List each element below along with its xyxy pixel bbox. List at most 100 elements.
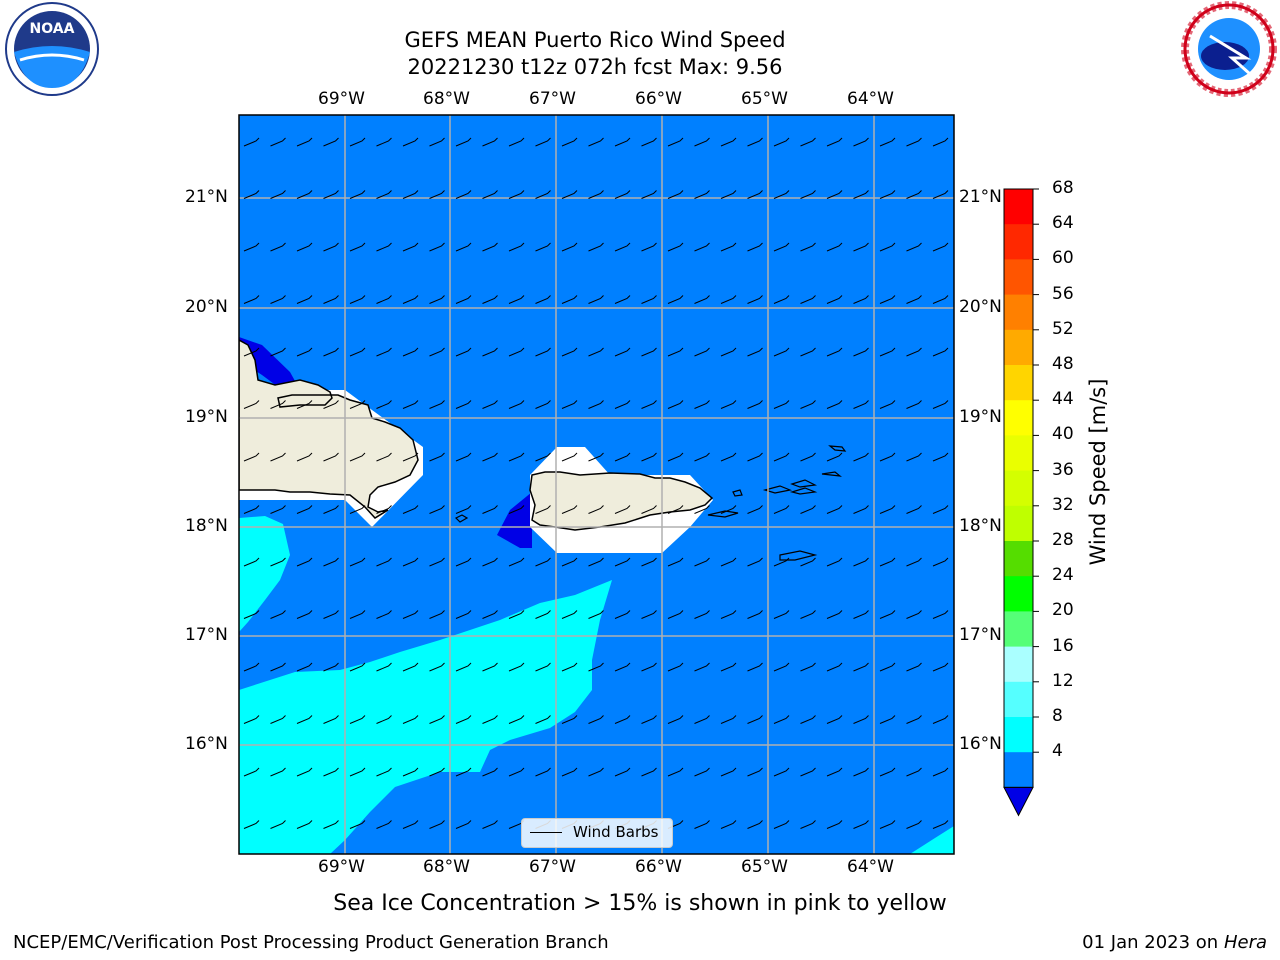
wind-barb — [773, 557, 790, 567]
wind-barb — [323, 242, 339, 252]
wind-barb — [932, 190, 949, 199]
wind-barb — [243, 242, 260, 252]
lat-label-right: 16°N — [959, 734, 1002, 754]
wind-barb — [270, 295, 286, 304]
wind-barb — [376, 505, 392, 514]
wind-barb — [243, 557, 260, 567]
wind-barb — [588, 400, 604, 409]
wind-barb — [508, 190, 525, 199]
wind-barb — [429, 400, 445, 409]
wind-barb — [376, 662, 392, 672]
colorbar-tick-label: 68 — [1052, 178, 1074, 198]
wind-barb — [482, 715, 498, 724]
wind-barb — [482, 137, 498, 147]
wind-barb — [906, 820, 922, 829]
map-frame — [238, 114, 955, 855]
colorbar-label: Wind Speed [m/s] — [1086, 378, 1110, 566]
puerto-rico-land — [529, 471, 714, 531]
wind-barb — [508, 295, 525, 304]
wind-barb — [720, 137, 737, 147]
wind-barb — [667, 190, 684, 199]
wind-barb — [455, 505, 472, 514]
wind-barb — [482, 452, 498, 462]
colorbar-segment — [1004, 259, 1033, 296]
wind-barb — [349, 242, 366, 252]
lon-label-top: 67°W — [529, 89, 576, 109]
wind-barb — [694, 662, 710, 672]
wind-barb — [667, 452, 684, 462]
wind-barb — [773, 767, 790, 777]
colorbar-tick-label: 8 — [1052, 706, 1063, 726]
colorbar-tick-label: 64 — [1052, 213, 1074, 234]
wind-barb — [243, 190, 260, 199]
wind-barb — [720, 557, 737, 567]
wind-barb — [906, 767, 922, 777]
lon-label-top: 64°W — [847, 89, 894, 109]
wind-barb — [720, 452, 737, 462]
wind-barb — [879, 347, 896, 357]
wind-barb — [429, 505, 445, 514]
wind-barb — [561, 452, 578, 462]
wind-barb — [243, 767, 260, 777]
colorbar-segment — [1004, 717, 1033, 753]
wind-barb — [773, 190, 790, 199]
wind-barb — [402, 820, 419, 829]
wind-barb — [667, 767, 684, 777]
wind-barb — [376, 557, 392, 567]
wind-barb — [853, 242, 869, 252]
wind-barb — [482, 347, 498, 357]
wind-barb — [932, 452, 949, 462]
wind-barb — [720, 242, 737, 252]
wind-barb — [243, 400, 260, 409]
wind-barb — [323, 400, 339, 409]
wind-barb — [588, 452, 604, 462]
legend-line-icon — [530, 832, 562, 833]
lon-label-bottom: 69°W — [318, 857, 365, 877]
wind-barb — [614, 295, 631, 304]
wind-barb — [747, 662, 763, 672]
wind-barb — [323, 347, 339, 357]
colorbar-segment — [1004, 365, 1033, 401]
wind-barb — [906, 295, 922, 304]
wind-barb — [773, 137, 790, 147]
wind-barb — [694, 820, 710, 829]
wind-barb — [800, 505, 816, 514]
wind-barb — [323, 767, 339, 777]
wind-barb — [800, 190, 816, 199]
lon-label-bottom: 68°W — [423, 857, 470, 877]
wind-barb — [535, 557, 551, 567]
wind-barb — [376, 295, 392, 304]
wind-barb — [747, 347, 763, 357]
wind-barb — [243, 715, 260, 724]
wind-barb — [932, 400, 949, 409]
wind-barb — [906, 242, 922, 252]
lon-label-bottom: 66°W — [635, 857, 682, 877]
wind-barb — [429, 190, 445, 199]
wind-barb — [641, 242, 657, 252]
wind-barb — [932, 505, 949, 514]
wind-barb — [694, 347, 710, 357]
wind-barb — [853, 347, 869, 357]
wind-barb — [641, 505, 657, 514]
wind-barb — [429, 610, 445, 619]
wind-barb — [853, 662, 869, 672]
wind-band-8-12-southeast — [910, 826, 954, 854]
lat-label-right: 19°N — [959, 407, 1002, 427]
colorbar-tick-label: 60 — [1052, 248, 1074, 269]
wind-barb — [296, 452, 313, 462]
wind-barb — [906, 347, 922, 357]
wind-barb — [535, 295, 551, 304]
wind-barb — [243, 662, 260, 672]
wind-barb — [323, 137, 339, 147]
wind-barb — [826, 242, 843, 252]
wind-barb — [826, 295, 843, 304]
wind-band-8-12-west — [239, 516, 290, 632]
wind-barb — [508, 505, 525, 514]
wind-barb — [508, 557, 525, 567]
wind-barb — [588, 190, 604, 199]
wind-barb — [349, 662, 366, 672]
virgin-islands — [762, 445, 847, 495]
wind-barb — [535, 505, 551, 514]
wind-barb — [614, 452, 631, 462]
lon-label-bottom: 65°W — [741, 857, 788, 877]
